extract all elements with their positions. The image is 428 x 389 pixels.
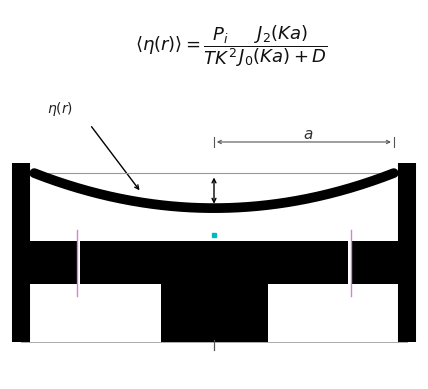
Bar <box>77 233 80 292</box>
Bar <box>77 241 351 284</box>
Bar <box>351 241 407 284</box>
Text: $\langle\eta(r)\rangle = \dfrac{P_i}{TK^2}\dfrac{J_2(Ka)}{J_0(Ka)+D}$: $\langle\eta(r)\rangle = \dfrac{P_i}{TK^… <box>135 23 327 69</box>
Bar <box>21 163 407 342</box>
Text: $a$: $a$ <box>303 127 313 142</box>
Bar <box>348 233 351 292</box>
Bar <box>21 241 77 284</box>
Text: $\eta(r)$: $\eta(r)$ <box>47 100 73 118</box>
Bar <box>160 284 268 342</box>
